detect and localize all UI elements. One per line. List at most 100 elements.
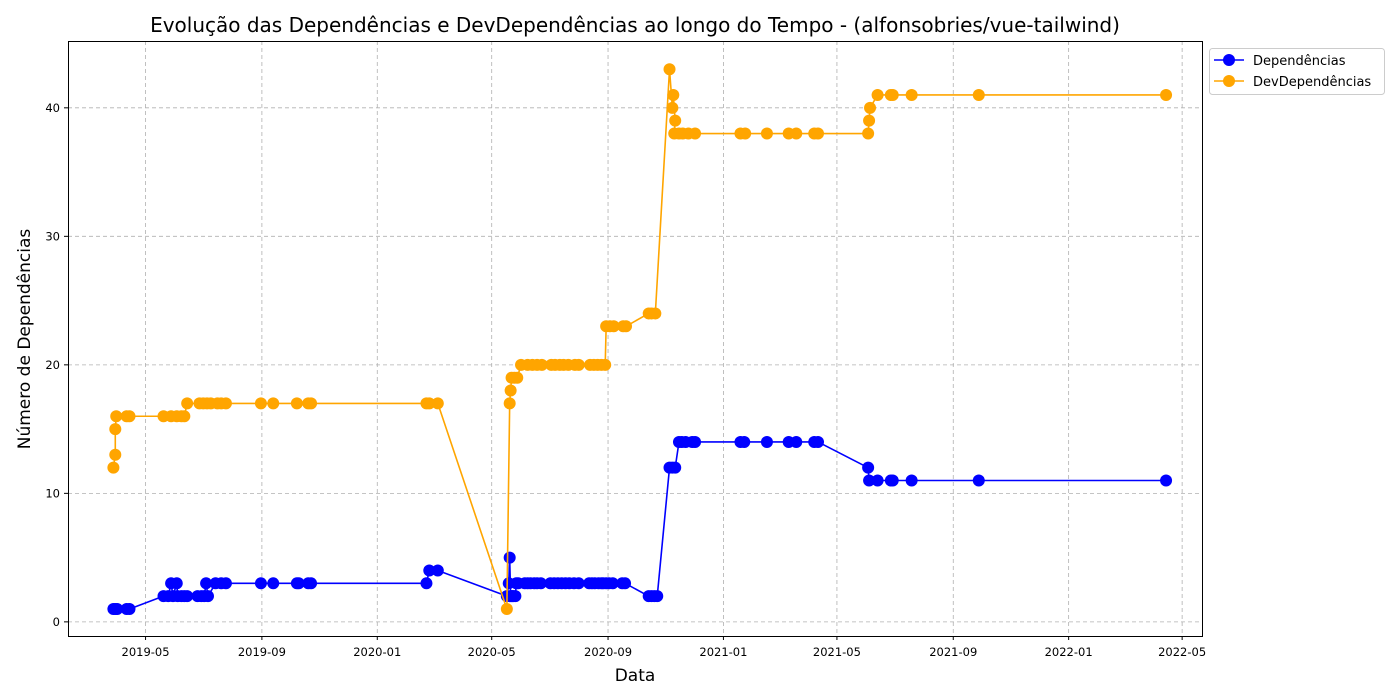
y-tick-label: 40 — [45, 101, 60, 115]
data-point-dependencias — [420, 577, 433, 590]
data-point-dependencias — [871, 474, 884, 487]
data-point-dependencias — [863, 474, 876, 487]
data-point-dependencias — [503, 551, 516, 564]
data-point-dependencias — [423, 564, 436, 577]
data-point-dependencias — [254, 577, 267, 590]
x-axis-title: Data — [615, 666, 656, 686]
data-point-devdependencias — [599, 358, 612, 371]
series-devdependencias — [107, 63, 1173, 616]
data-point-dependencias — [790, 435, 803, 448]
data-point-dependencias — [572, 577, 585, 590]
data-point-devdependencias — [109, 423, 122, 436]
data-point-devdependencias — [905, 88, 918, 101]
data-point-dependencias — [619, 577, 632, 590]
data-point-devdependencias — [535, 358, 548, 371]
data-point-devdependencias — [1160, 88, 1173, 101]
data-point-dependencias — [812, 435, 825, 448]
data-point-devdependencias — [972, 88, 985, 101]
data-point-devdependencias — [689, 127, 702, 140]
data-point-dependencias — [111, 603, 124, 616]
data-point-devdependencias — [123, 410, 136, 423]
x-tick-label: 2021-05 — [813, 645, 861, 659]
data-point-devdependencias — [431, 397, 444, 410]
data-point-devdependencias — [669, 114, 682, 127]
data-point-dependencias — [606, 577, 619, 590]
series-area — [107, 63, 1173, 616]
data-point-devdependencias — [871, 88, 884, 101]
plot-frame — [68, 41, 1203, 637]
data-point-devdependencias — [572, 358, 585, 371]
data-point-devdependencias — [862, 127, 875, 140]
data-point-devdependencias — [649, 307, 662, 320]
data-point-devdependencias — [812, 127, 825, 140]
data-point-dependencias — [123, 603, 136, 616]
data-point-dependencias — [431, 564, 444, 577]
data-point-devdependencias — [423, 397, 436, 410]
data-point-devdependencias — [503, 397, 516, 410]
data-point-dependencias — [738, 435, 751, 448]
data-point-devdependencias — [511, 371, 524, 384]
data-point-devdependencias — [110, 410, 123, 423]
data-point-dependencias — [689, 435, 702, 448]
data-point-dependencias — [292, 577, 305, 590]
data-point-dependencias — [170, 577, 183, 590]
data-point-dependencias — [509, 590, 522, 603]
data-point-dependencias — [651, 590, 664, 603]
data-point-dependencias — [200, 577, 213, 590]
data-point-devdependencias — [290, 397, 303, 410]
data-point-dependencias — [534, 577, 547, 590]
chart-title: Evolução das Dependências e DevDependênc… — [150, 13, 1120, 37]
y-tick-label: 20 — [45, 358, 60, 372]
data-point-devdependencias — [504, 384, 517, 397]
data-point-dependencias — [267, 577, 280, 590]
y-axis-title: Número de Dependências — [15, 229, 35, 450]
data-point-devdependencias — [107, 461, 120, 474]
data-point-devdependencias — [739, 127, 752, 140]
legend: Dependências DevDependências — [1209, 48, 1385, 95]
data-point-devdependencias — [864, 101, 877, 114]
legend-marker-devdependencias — [1223, 75, 1235, 87]
data-point-dependencias — [219, 577, 232, 590]
data-point-dependencias — [905, 474, 918, 487]
x-tick-label: 2021-01 — [699, 645, 747, 659]
legend-label-devdependencias: DevDependências — [1253, 75, 1371, 90]
data-point-devdependencias — [663, 63, 676, 76]
x-tick-label: 2022-01 — [1045, 645, 1093, 659]
data-point-dependencias — [669, 461, 682, 474]
data-point-devdependencias — [886, 88, 899, 101]
grid — [68, 41, 1202, 636]
data-point-dependencias — [305, 577, 318, 590]
y-tick-label: 10 — [45, 486, 60, 500]
series-dependencias — [107, 435, 1173, 616]
data-point-dependencias — [760, 435, 773, 448]
data-point-devdependencias — [109, 448, 122, 461]
data-point-devdependencias — [667, 88, 680, 101]
data-point-devdependencias — [760, 127, 773, 140]
x-tick-label: 2020-01 — [353, 645, 401, 659]
data-point-devdependencias — [305, 397, 318, 410]
axis-ticks: 2019-05 2019-09 2020-01 2020-05 2020-09 2021-… — [45, 101, 1206, 659]
data-point-dependencias — [1160, 474, 1173, 487]
data-point-devdependencias — [267, 397, 280, 410]
legend-frame — [1209, 48, 1385, 95]
y-tick-label: 30 — [45, 229, 60, 243]
data-point-devdependencias — [219, 397, 232, 410]
data-point-dependencias — [972, 474, 985, 487]
data-point-devdependencias — [620, 320, 633, 333]
data-point-devdependencias — [500, 603, 513, 616]
series-line-devdependencias — [112, 68, 1167, 610]
x-tick-label: 2022-05 — [1158, 645, 1206, 659]
y-tick-label: 0 — [53, 615, 60, 629]
x-tick-label: 2020-09 — [584, 645, 632, 659]
data-point-dependencias — [201, 590, 214, 603]
data-point-devdependencias — [863, 114, 876, 127]
data-point-dependencias — [886, 474, 899, 487]
x-tick-label: 2021-09 — [929, 645, 977, 659]
x-tick-label: 2019-05 — [122, 645, 170, 659]
data-point-devdependencias — [254, 397, 267, 410]
x-tick-label: 2020-05 — [468, 645, 516, 659]
data-point-devdependencias — [607, 320, 620, 333]
data-point-dependencias — [862, 461, 875, 474]
legend-label-dependencias: Dependências — [1253, 54, 1346, 69]
